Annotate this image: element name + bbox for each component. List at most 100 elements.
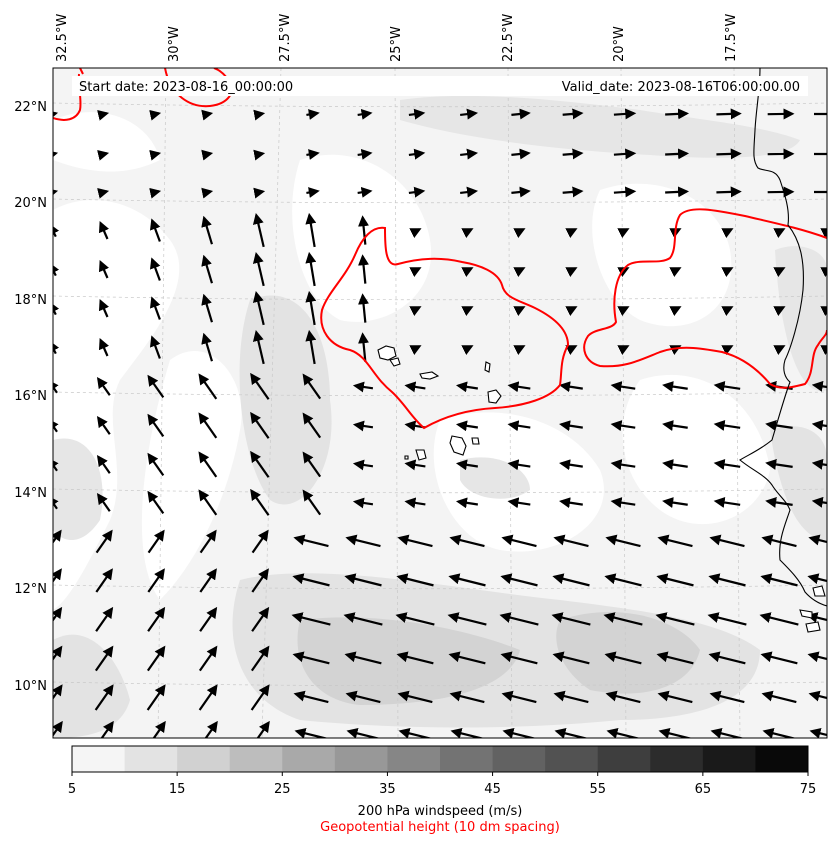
wind-arrow [765, 419, 793, 431]
wind-arrow [53, 720, 63, 737]
wind-arrow [811, 419, 827, 431]
wind-arrow [345, 690, 381, 704]
wind-arrow [252, 252, 265, 287]
colorbar-tick-label: 55 [589, 782, 606, 797]
wind-arrow [358, 293, 369, 323]
wind-arrow [100, 720, 114, 738]
wind-arrow [408, 148, 426, 160]
wind-arrow [513, 267, 526, 278]
wind-arrow [613, 148, 637, 160]
wind-arrow [808, 534, 827, 546]
colorbar-tick-label: 75 [800, 782, 817, 797]
wind-arrow [94, 684, 114, 711]
island-santo-antao [377, 345, 397, 361]
wind-arrow [404, 459, 426, 471]
wind-arrow [302, 373, 322, 400]
wind-arrow [198, 451, 218, 478]
wind-arrow [455, 459, 479, 471]
contour-line [164, 68, 233, 108]
wind-arrow [820, 306, 827, 317]
wind-arrow [96, 454, 111, 474]
colorbar-swatch [492, 746, 546, 772]
wind-arrow [553, 690, 589, 704]
wind-arrow [708, 573, 746, 587]
contour-line [320, 226, 570, 430]
wind-arrow [617, 345, 630, 356]
wind-arrow [53, 340, 60, 355]
wind-arrow [94, 645, 114, 672]
wind-arrow [449, 690, 485, 704]
wind-arrow [204, 720, 218, 738]
wind-arrow [665, 148, 690, 160]
wind-arrow [657, 534, 693, 548]
wind-arrow [708, 651, 746, 665]
wind-arrow [292, 573, 330, 587]
wind-arrow [201, 215, 214, 245]
wind-arrow [721, 267, 734, 278]
wind-arrow [461, 267, 474, 278]
colorbar-swatch [650, 746, 704, 772]
coastal-islet [799, 609, 813, 619]
wind-arrow [199, 606, 218, 632]
island-sao-nicolau [419, 371, 440, 380]
wind-arrow [358, 332, 369, 362]
contour-line [79, 68, 84, 75]
wind-arrow [559, 459, 583, 471]
wind-arrow [302, 489, 322, 516]
wind-arrow [662, 420, 688, 431]
wind-arrow [773, 345, 786, 356]
wind-arrow [552, 573, 590, 587]
colorbar-swatch [229, 746, 283, 772]
wind-arrow [655, 612, 695, 626]
wind-arrow [53, 379, 59, 394]
wind-arrow [447, 612, 487, 626]
wind-arrow [147, 413, 165, 438]
wind-arrow [610, 497, 636, 509]
wind-arrow [291, 612, 331, 626]
colorbar-tick-label: 45 [484, 782, 501, 797]
wind-arrow [811, 458, 827, 470]
wind-arrow [820, 267, 827, 278]
wind-arrow [721, 306, 734, 317]
wind-arrow [662, 459, 688, 470]
wind-arrow [53, 645, 63, 661]
wind-arrow [709, 690, 745, 704]
colorbar-label: 200 hPa windspeed (m/s) [358, 804, 523, 819]
colorbar-swatch [387, 746, 441, 772]
wind-arrow [201, 332, 214, 362]
wind-arrow [665, 186, 690, 198]
wind-arrow [409, 306, 422, 317]
wind-arrow [559, 497, 583, 509]
wind-arrow [352, 381, 374, 393]
wind-arrow [613, 108, 637, 120]
wind-arrow [95, 529, 113, 554]
wind-arrow [201, 109, 214, 121]
wind-arrow [306, 109, 320, 120]
wind-arrow [306, 187, 320, 198]
wind-arrow [409, 345, 422, 356]
wind-arrow [53, 495, 59, 510]
wind-arrow [147, 452, 165, 477]
wind-vector-field [53, 108, 827, 738]
wind-arrow [250, 645, 270, 672]
wind-arrow [807, 573, 827, 585]
wind-arrow [357, 148, 373, 160]
wind-arrow [765, 496, 793, 508]
wind-arrow [253, 149, 266, 161]
wind-arrow [657, 690, 693, 704]
wind-arrow [562, 148, 584, 160]
wind-arrow [460, 108, 479, 120]
wind-arrow [811, 380, 827, 392]
wind-arrow [396, 573, 434, 587]
wind-arrow [147, 568, 165, 593]
colorbar-ticks: 5 15 25 35 45 55 65 75 [68, 772, 816, 797]
wind-arrow [656, 573, 694, 587]
wind-arrow [302, 451, 322, 478]
wind-arrow [500, 573, 538, 587]
wind-arrow [761, 690, 797, 704]
wind-arrow [53, 188, 59, 199]
geopotential-contours [53, 68, 827, 430]
wind-arrow [807, 651, 827, 663]
wind-arrow [358, 215, 369, 245]
